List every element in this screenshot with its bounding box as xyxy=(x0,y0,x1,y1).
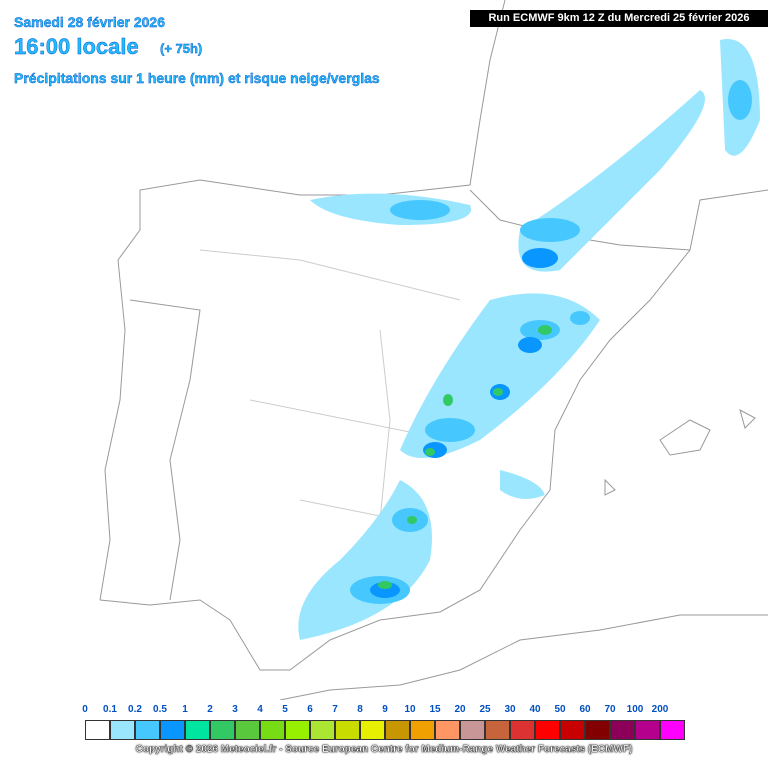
islands xyxy=(604,409,756,496)
legend-swatch xyxy=(535,720,560,740)
legend-label: 0 xyxy=(82,704,88,715)
legend-swatch xyxy=(510,720,535,740)
legend-swatch xyxy=(235,720,260,740)
legend-label: 6 xyxy=(307,704,313,715)
legend-label: 70 xyxy=(604,704,616,715)
legend-swatch xyxy=(160,720,185,740)
legend-label: 9 xyxy=(382,704,388,715)
legend-label: 20 xyxy=(454,704,466,715)
legend-label: 15 xyxy=(429,704,441,715)
legend-label: 100 xyxy=(626,704,644,715)
legend-swatch xyxy=(485,720,510,740)
legend-swatch xyxy=(85,720,110,740)
legend-swatch xyxy=(635,720,660,740)
precipitation xyxy=(298,39,760,640)
legend-label: 1 xyxy=(182,704,188,715)
border xyxy=(129,299,201,601)
legend-label: 8 xyxy=(357,704,363,715)
legend-swatch xyxy=(385,720,410,740)
legend-swatch xyxy=(410,720,435,740)
legend-swatch xyxy=(435,720,460,740)
legend-swatch xyxy=(210,720,235,740)
legend-label: 30 xyxy=(504,704,516,715)
legend-label: 3 xyxy=(232,704,238,715)
legend-label: 10 xyxy=(404,704,416,715)
legend-swatch xyxy=(285,720,310,740)
legend-label: 0.1 xyxy=(103,704,117,715)
subtitle: Précipitations sur 1 heure (mm) et risqu… xyxy=(14,70,380,86)
map xyxy=(99,0,768,700)
legend-swatch xyxy=(260,720,285,740)
legend-swatch xyxy=(310,720,335,740)
run-info: Run ECMWF 9km 12 Z du Mercredi 25 févrie… xyxy=(470,10,768,27)
lead: (+ 75h) xyxy=(160,41,203,56)
legend-swatch xyxy=(360,720,385,740)
time: 16:00 locale xyxy=(14,34,139,59)
legend-swatch xyxy=(110,720,135,740)
legend-label: 0.2 xyxy=(128,704,142,715)
legend-label: 60 xyxy=(579,704,591,715)
legend-label: 7 xyxy=(332,704,338,715)
legend-label: 50 xyxy=(554,704,566,715)
legend-label: 0.5 xyxy=(153,704,167,715)
legend-swatch xyxy=(560,720,585,740)
legend-swatch xyxy=(585,720,610,740)
legend-label: 200 xyxy=(651,704,669,715)
legend-label: 40 xyxy=(529,704,541,715)
legend-label: 4 xyxy=(257,704,263,715)
coastline xyxy=(99,189,768,671)
legend-swatch xyxy=(660,720,685,740)
legend-label: 2 xyxy=(207,704,213,715)
legend-swatch xyxy=(335,720,360,740)
regions xyxy=(199,249,461,521)
legend: 0 0.1 0.2 0.5 1 2 3 4 5 6 7 8 9 10 15 20 25 30 40 50 60 70 100… xyxy=(82,704,685,742)
copyright: Copyright © 2026 Meteociel.fr - Source E… xyxy=(135,744,633,755)
legend-swatch xyxy=(460,720,485,740)
coastline xyxy=(99,0,506,601)
date: Samedi 28 février 2026 xyxy=(14,14,165,30)
legend-label: 25 xyxy=(479,704,491,715)
africa-coast xyxy=(279,614,768,700)
legend-swatch xyxy=(135,720,160,740)
legend-swatch xyxy=(610,720,635,740)
legend-swatch xyxy=(185,720,210,740)
legend-label: 5 xyxy=(282,704,288,715)
